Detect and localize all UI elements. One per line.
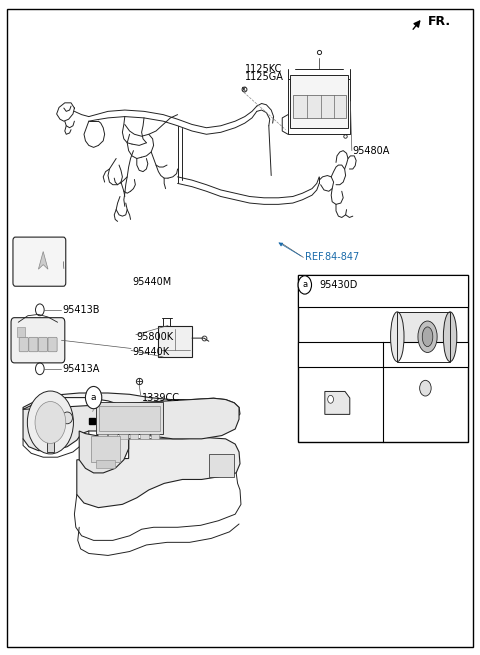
FancyBboxPatch shape <box>48 337 57 352</box>
Text: 95430D: 95430D <box>370 291 408 301</box>
Text: REF.84-847: REF.84-847 <box>305 252 359 263</box>
Bar <box>91 436 120 462</box>
Text: a: a <box>302 280 307 290</box>
Circle shape <box>298 276 312 294</box>
FancyBboxPatch shape <box>11 318 65 363</box>
Polygon shape <box>23 398 239 451</box>
Bar <box>397 312 450 362</box>
Text: 43795B: 43795B <box>322 350 359 360</box>
Text: 95440K: 95440K <box>132 347 169 358</box>
Text: 43795B: 43795B <box>298 360 336 371</box>
Circle shape <box>27 391 73 454</box>
Circle shape <box>328 396 334 403</box>
Polygon shape <box>77 438 240 508</box>
Text: 1339CC: 1339CC <box>142 392 180 403</box>
Circle shape <box>85 386 102 409</box>
Bar <box>96 402 163 434</box>
Text: FR.: FR. <box>428 15 451 28</box>
Bar <box>298 275 468 307</box>
Text: 95440M: 95440M <box>132 276 171 287</box>
Bar <box>209 454 234 477</box>
Text: 95430D: 95430D <box>319 280 358 290</box>
Polygon shape <box>79 431 129 473</box>
Bar <box>119 434 128 439</box>
Ellipse shape <box>391 312 404 362</box>
Text: 95800K: 95800K <box>137 331 174 342</box>
FancyBboxPatch shape <box>19 337 28 352</box>
Bar <box>397 312 450 362</box>
Ellipse shape <box>444 312 457 362</box>
Bar <box>130 434 138 439</box>
Bar <box>96 460 115 468</box>
Circle shape <box>35 402 66 443</box>
Text: 1125KC: 1125KC <box>245 64 282 74</box>
Text: 95413A: 95413A <box>62 364 100 374</box>
Polygon shape <box>23 393 240 429</box>
Bar <box>158 326 192 357</box>
Bar <box>47 438 54 452</box>
Text: 95413B: 95413B <box>62 305 100 315</box>
Bar <box>108 434 117 439</box>
FancyBboxPatch shape <box>38 337 48 352</box>
Text: 95480A: 95480A <box>353 145 390 156</box>
Ellipse shape <box>62 412 72 424</box>
Polygon shape <box>325 392 350 415</box>
FancyBboxPatch shape <box>29 337 38 352</box>
FancyBboxPatch shape <box>13 237 66 286</box>
Bar <box>98 434 107 439</box>
Ellipse shape <box>422 327 433 346</box>
Bar <box>293 95 346 118</box>
Bar <box>17 327 25 337</box>
Polygon shape <box>38 252 48 269</box>
Text: 1129EX: 1129EX <box>384 360 422 371</box>
Bar <box>298 342 468 367</box>
Bar <box>140 434 149 439</box>
Bar <box>298 275 468 442</box>
Bar <box>290 75 348 128</box>
Circle shape <box>420 381 431 396</box>
Text: 1125GA: 1125GA <box>245 72 284 83</box>
Bar <box>99 406 160 431</box>
Ellipse shape <box>418 321 437 352</box>
Bar <box>151 434 159 439</box>
Text: 1129EX: 1129EX <box>407 350 444 360</box>
Text: a: a <box>91 393 96 402</box>
